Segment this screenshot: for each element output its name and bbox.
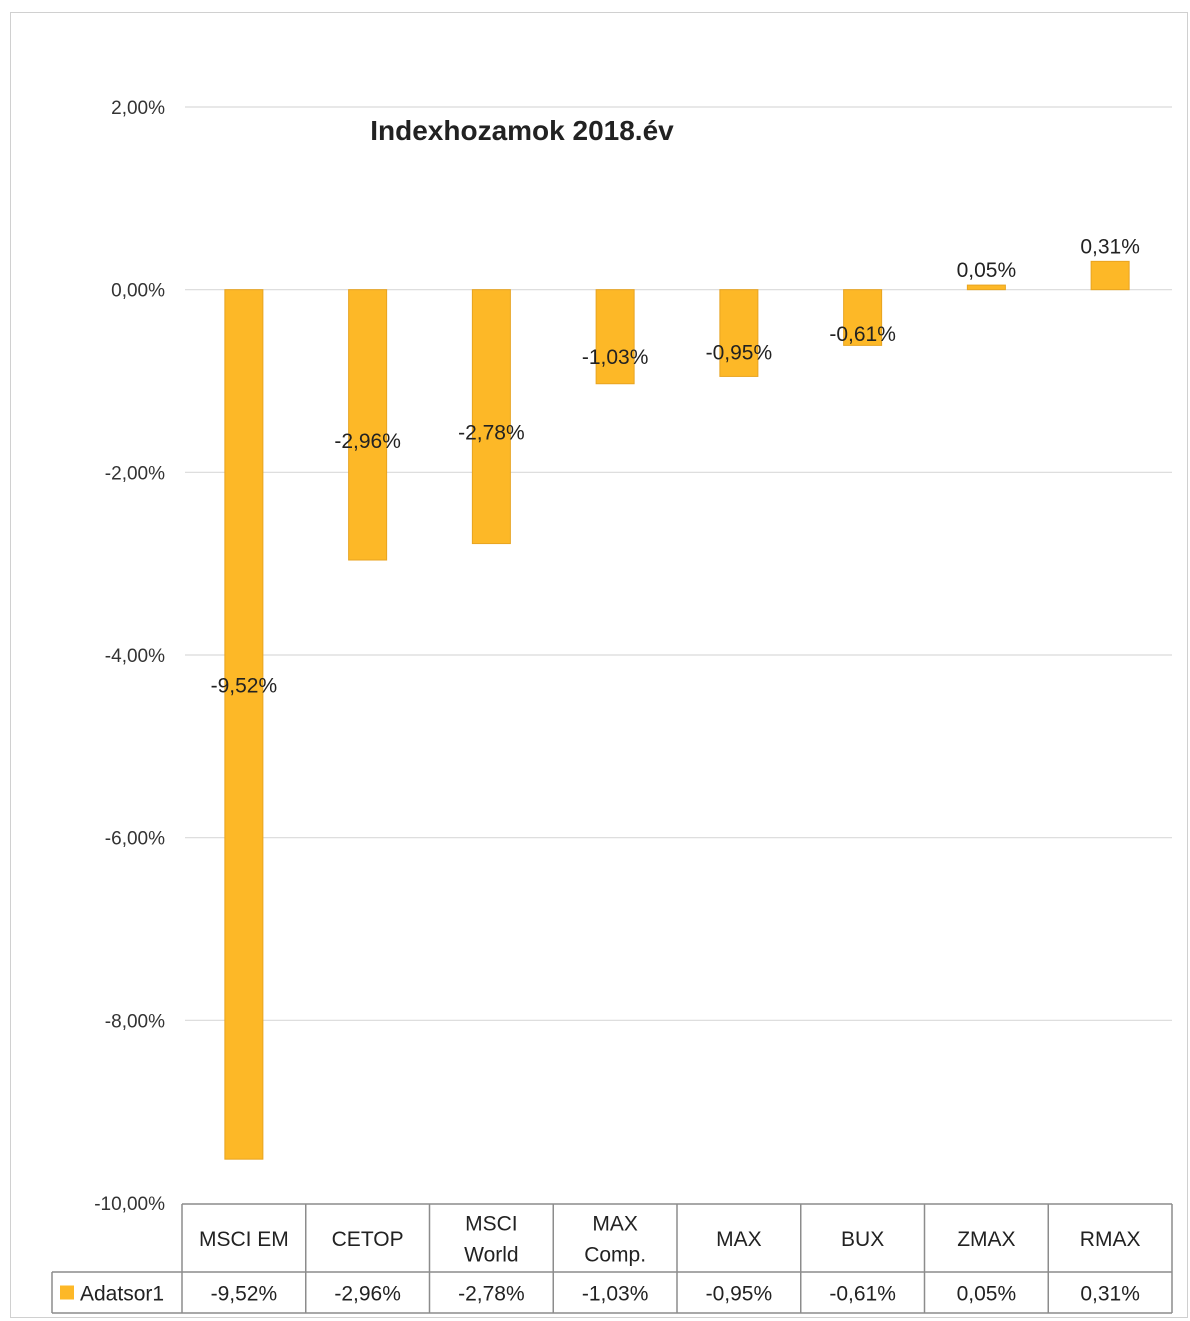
bar — [224, 289, 264, 1160]
data-label: -0,61% — [829, 323, 896, 346]
table-value: 0,31% — [1080, 1283, 1140, 1306]
x-category-label: RMAX — [1080, 1228, 1141, 1251]
bar — [966, 284, 1006, 291]
data-label: 0,05% — [957, 259, 1017, 282]
x-category-label: BUX — [841, 1228, 884, 1251]
bars — [224, 260, 1130, 1160]
data-table: MSCI EM CETOP MSCI World MAX Comp. MAX BUX ZMAX R… — [51, 1203, 1173, 1314]
bar — [348, 289, 388, 561]
table-value: -9,52% — [211, 1283, 278, 1306]
table-value: 0,05% — [957, 1283, 1017, 1306]
table-value: -1,03% — [582, 1283, 649, 1306]
x-category-label: Comp. — [584, 1244, 646, 1267]
y-axis-ticks: 2,00% 0,00% -2,00% -4,00% -6,00% -8,00% -10,00… — [94, 98, 165, 1215]
y-tick-label: 2,00% — [111, 98, 165, 119]
data-label: -1,03% — [582, 346, 649, 369]
bar — [595, 289, 635, 385]
table-value: -2,78% — [458, 1283, 525, 1306]
x-category-label: World — [464, 1244, 518, 1267]
bar — [1090, 260, 1130, 291]
data-label: -2,96% — [334, 430, 401, 453]
y-tick-label: -6,00% — [105, 829, 165, 850]
y-tick-label: -2,00% — [105, 463, 165, 484]
data-label: -2,78% — [458, 422, 525, 445]
x-category-label: MAX — [592, 1213, 638, 1236]
chart-frame — [10, 12, 1188, 1318]
legend-swatch — [60, 1285, 74, 1300]
x-category-label: MSCI — [465, 1213, 518, 1236]
chart-title: Indexhozamok 2018.év — [370, 115, 674, 146]
table-value: -2,96% — [334, 1283, 401, 1306]
bar — [843, 289, 883, 346]
table-value: -0,95% — [706, 1283, 773, 1306]
data-labels: -9,52% -2,96% -2,78% -1,03% -0,95% -0,61% 0,05… — [211, 235, 1140, 697]
x-category-label: MSCI EM — [199, 1228, 289, 1251]
x-category-label: MAX — [716, 1228, 762, 1251]
bar — [719, 289, 759, 377]
table-value: -0,61% — [829, 1283, 896, 1306]
legend-label: Adatsor1 — [80, 1283, 164, 1306]
y-tick-label: 0,00% — [111, 281, 165, 302]
data-label: -0,95% — [706, 342, 773, 365]
gridlines — [185, 106, 1172, 1021]
data-label: -9,52% — [211, 674, 278, 697]
y-tick-label: -10,00% — [94, 1194, 165, 1215]
x-category-label: ZMAX — [957, 1228, 1015, 1251]
bar — [471, 289, 511, 545]
x-category-label: CETOP — [332, 1228, 404, 1251]
y-tick-label: -8,00% — [105, 1011, 165, 1032]
y-tick-label: -4,00% — [105, 646, 165, 667]
data-label: 0,31% — [1080, 235, 1140, 258]
